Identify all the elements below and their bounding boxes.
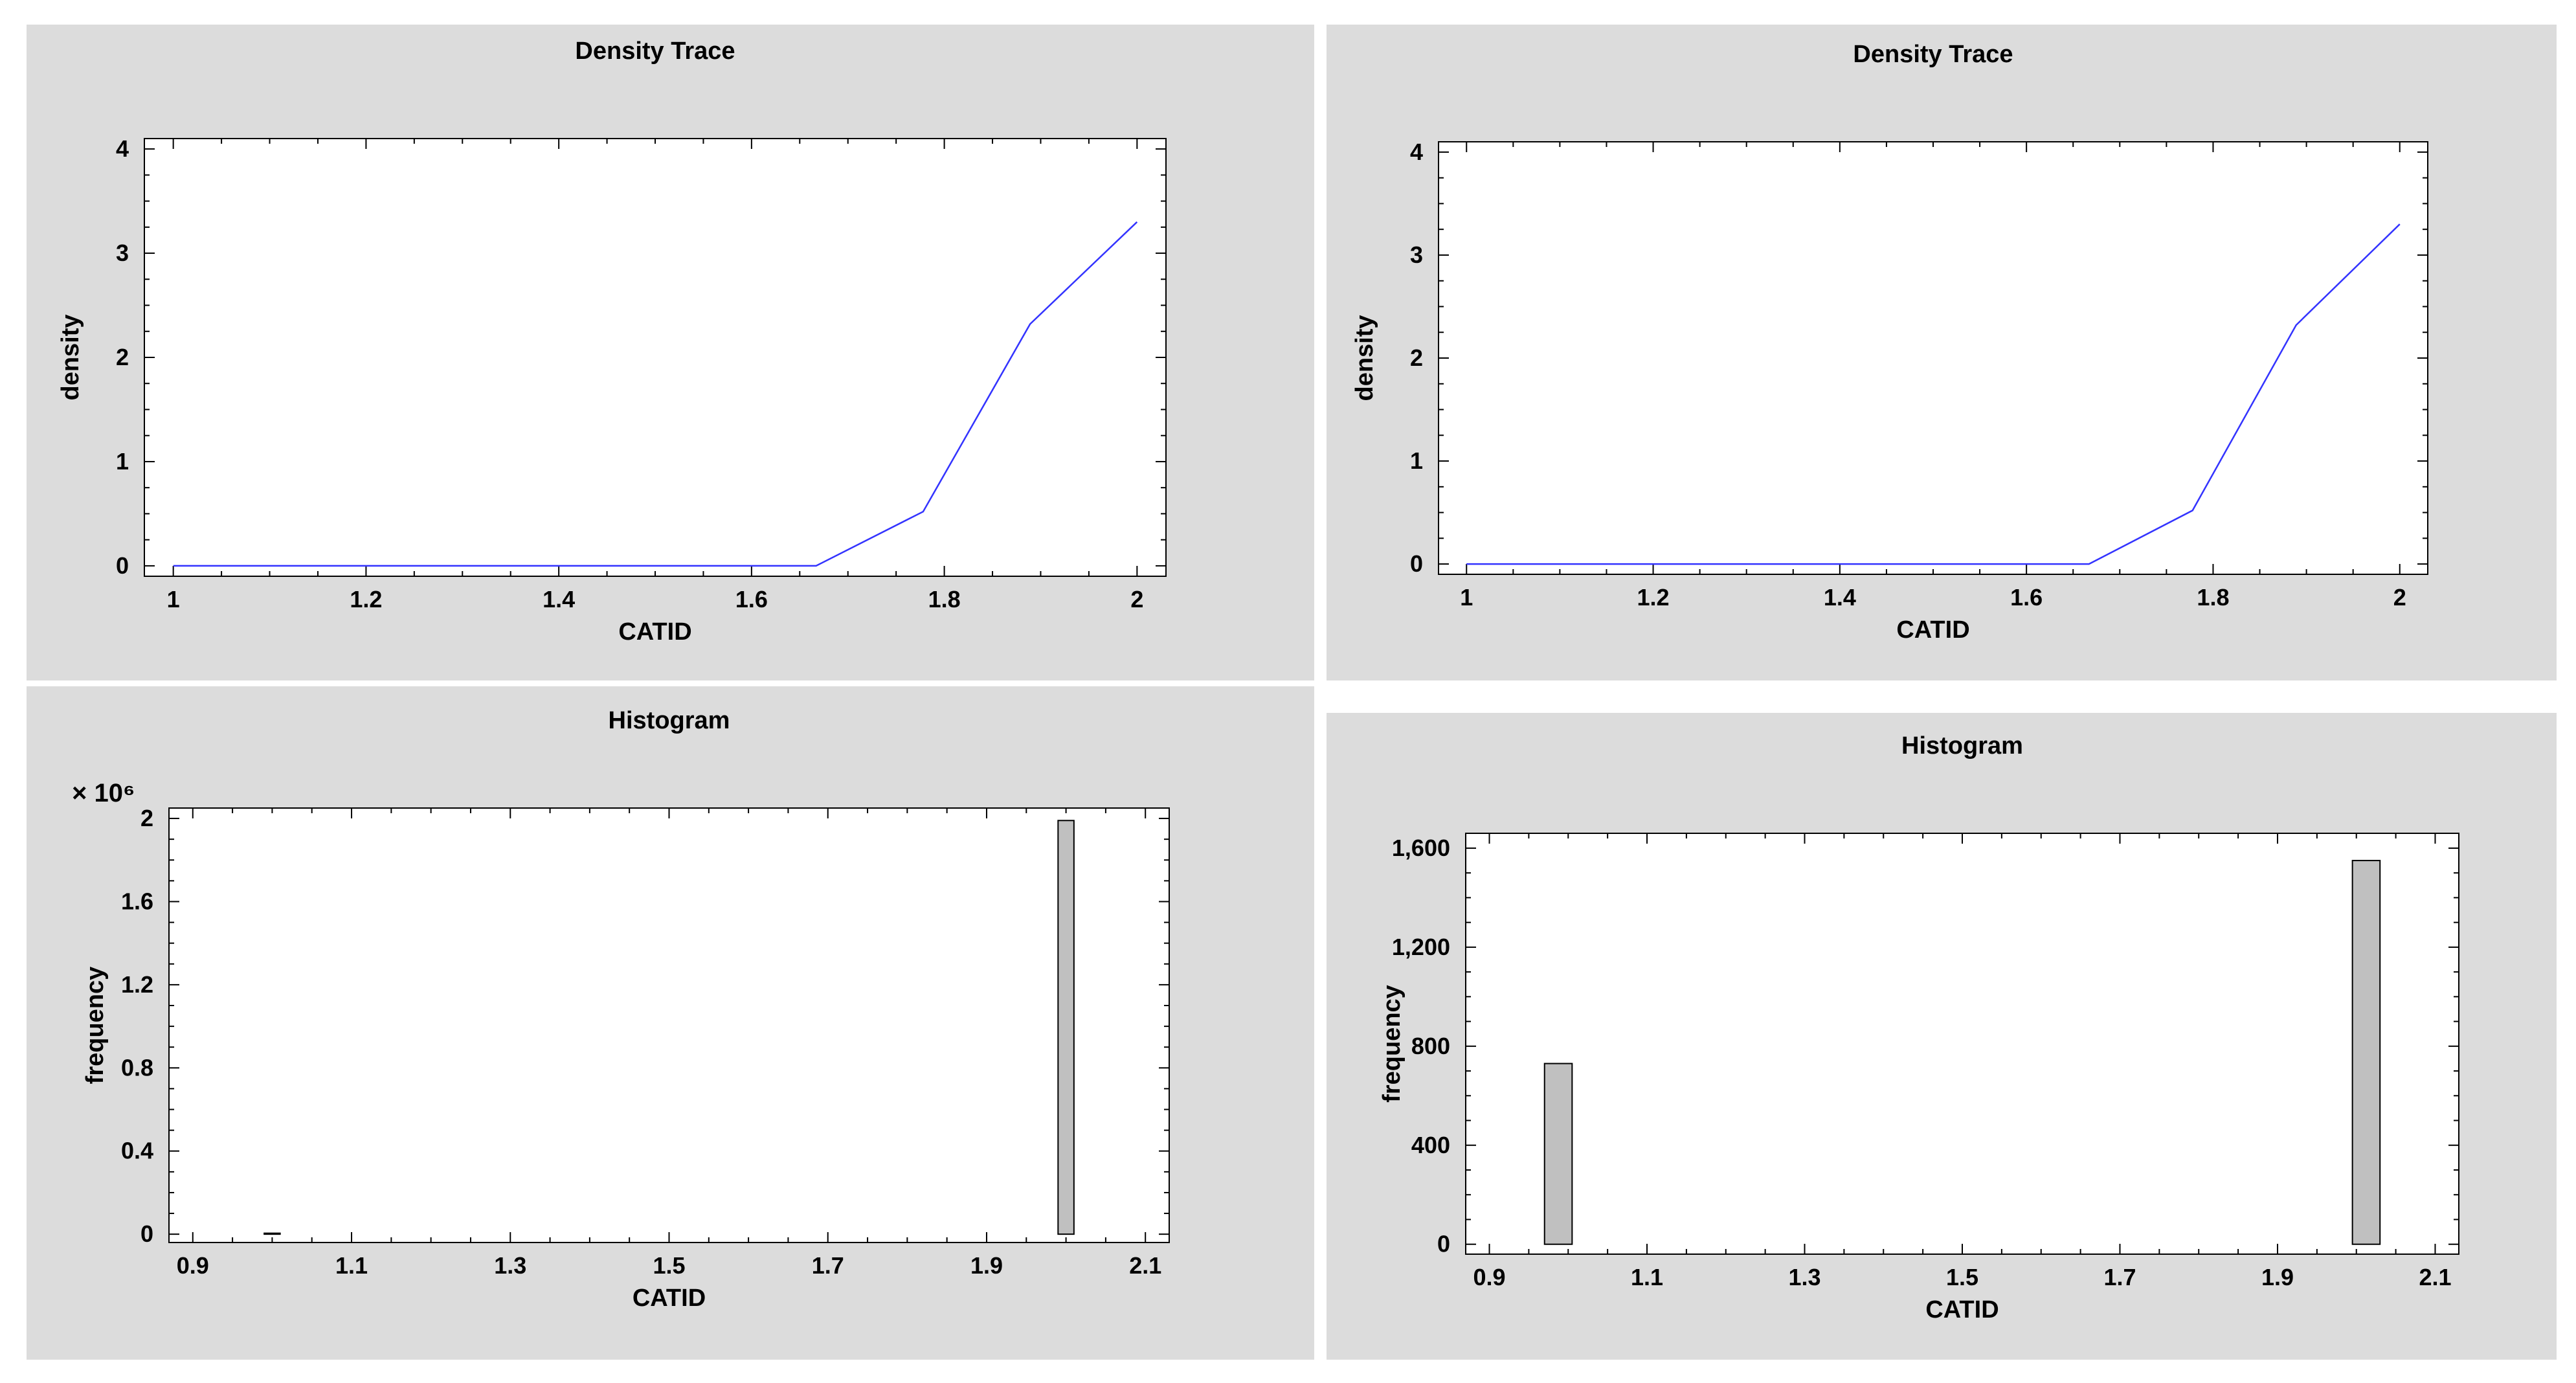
x-tick-label: 0.9 (177, 1252, 209, 1279)
y-axis-label: density (1351, 315, 1378, 401)
plot-area (1438, 141, 2428, 575)
density-trace-chart-2: Density Trace 1 1.2 1.4 1.6 1.8 2 0 1 2 3 4 CATID den… (1351, 41, 2428, 644)
x-tick-label: 2 (1130, 586, 1143, 613)
y-tick-label: 1.2 (121, 971, 153, 998)
y-tick-label: 0 (1437, 1231, 1450, 1257)
histogram-bar (1543, 1063, 1573, 1245)
histogram-bar (263, 1232, 281, 1235)
density-point (2192, 510, 2193, 511)
x-tick-label: 1.7 (2103, 1264, 2136, 1290)
y-tick-label: 1.6 (121, 888, 153, 914)
y-multiplier-label: × 10⁶ (72, 779, 135, 807)
histogram-bar (2351, 860, 2381, 1245)
density-point (1466, 564, 1467, 565)
x-tick-label: 1.5 (1946, 1264, 1978, 1290)
y-tick-label: 400 (1411, 1132, 1450, 1158)
x-tick-label: 1.1 (1631, 1264, 1663, 1290)
chart-panel-histogram-2: Histogram 0.9 1.1 1.3 1.5 1.7 1.9 2.1 0 400 800 1,2… (1327, 713, 2557, 1360)
x-tick-label: 1 (167, 586, 180, 613)
y-tick-label: 1 (116, 448, 129, 475)
y-tick-label: 0 (116, 552, 129, 579)
x-tick-label: 1 (1460, 584, 1473, 611)
plot-area (1465, 833, 2459, 1255)
x-tick-label: 1.8 (2197, 584, 2229, 611)
x-tick-label: 2.1 (2419, 1264, 2451, 1290)
y-axis-label: frequency (1378, 985, 1406, 1103)
histogram-chart-2: Histogram 0.9 1.1 1.3 1.5 1.7 1.9 2.1 0 400 800 1,2… (1378, 732, 2459, 1323)
x-tick-label: 1.6 (735, 586, 768, 613)
plot-area (144, 138, 1167, 577)
x-tick-label: 1.3 (1788, 1264, 1820, 1290)
y-tick-label: 0 (140, 1220, 153, 1247)
y-axis-label: frequency (82, 967, 109, 1085)
y-tick-label: 1,600 (1392, 835, 1450, 861)
y-tick-label: 4 (116, 135, 129, 162)
y-tick-label: 2 (1410, 344, 1423, 371)
x-tick-label: 1.9 (2261, 1264, 2294, 1290)
x-tick-label: 1.3 (494, 1252, 526, 1279)
density-point (2399, 224, 2400, 225)
y-tick-label: 3 (1410, 242, 1423, 268)
plot-area (168, 807, 1170, 1243)
x-tick-label: 1.9 (970, 1252, 1003, 1279)
chart-panel-histogram-1: Histogram 0.9 1.1 1.3 1.5 1.7 1.9 2.1 0 0.4 0.8 1.2… (27, 686, 1314, 1360)
chart-title: Density Trace (1853, 41, 2013, 68)
x-axis-label: CATID (633, 1285, 706, 1312)
y-tick-label: 4 (1410, 139, 1423, 165)
histogram-chart-1: Histogram 0.9 1.1 1.3 1.5 1.7 1.9 2.1 0 0.4 0.8 1.2… (72, 707, 1170, 1312)
density-trace-chart-1: Density Trace 1 1.2 1.4 1.6 1.8 2 0 1 2 3 4 CATID den… (57, 38, 1167, 646)
x-axis-label: CATID (1896, 616, 1969, 644)
y-tick-label: 0 (1410, 550, 1423, 577)
x-tick-label: 1.2 (350, 586, 382, 613)
chart-title: Histogram (609, 707, 730, 734)
x-tick-label: 1.2 (1637, 584, 1670, 611)
y-tick-label: 0.8 (121, 1054, 153, 1081)
x-tick-label: 2 (2393, 584, 2406, 611)
x-tick-label: 1.6 (2010, 584, 2043, 611)
chart-panel-density-1: Density Trace 1 1.2 1.4 1.6 1.8 2 0 1 2 3 4 CATID den… (27, 25, 1314, 680)
y-axis-label: density (57, 314, 84, 400)
y-tick-label: 1 (1410, 447, 1423, 474)
x-tick-label: 1.4 (543, 586, 575, 613)
chart-panel-density-2: Density Trace 1 1.2 1.4 1.6 1.8 2 0 1 2 3 4 CATID den… (1327, 25, 2557, 680)
density-point (173, 565, 174, 566)
x-tick-label: 1.1 (335, 1252, 368, 1279)
x-tick-label: 2.1 (1129, 1252, 1161, 1279)
y-tick-label: 2 (140, 805, 153, 831)
x-tick-label: 1.5 (653, 1252, 685, 1279)
density-line (173, 221, 1138, 567)
x-axis-label: CATID (1925, 1296, 1999, 1323)
x-tick-label: 1.8 (928, 586, 961, 613)
y-tick-label: 3 (116, 240, 129, 266)
density-line (1466, 223, 2401, 565)
histogram-bar (1057, 820, 1075, 1235)
x-tick-label: 1.7 (812, 1252, 844, 1279)
x-axis-label: CATID (618, 618, 691, 646)
chart-title: Density Trace (575, 38, 735, 65)
x-tick-label: 0.9 (1473, 1264, 1506, 1290)
y-tick-label: 1,200 (1392, 934, 1450, 960)
x-tick-label: 1.4 (1824, 584, 1856, 611)
chart-title: Histogram (1901, 732, 2023, 759)
y-tick-label: 0.4 (121, 1138, 153, 1164)
y-tick-label: 2 (116, 344, 129, 370)
y-tick-label: 800 (1411, 1033, 1450, 1059)
